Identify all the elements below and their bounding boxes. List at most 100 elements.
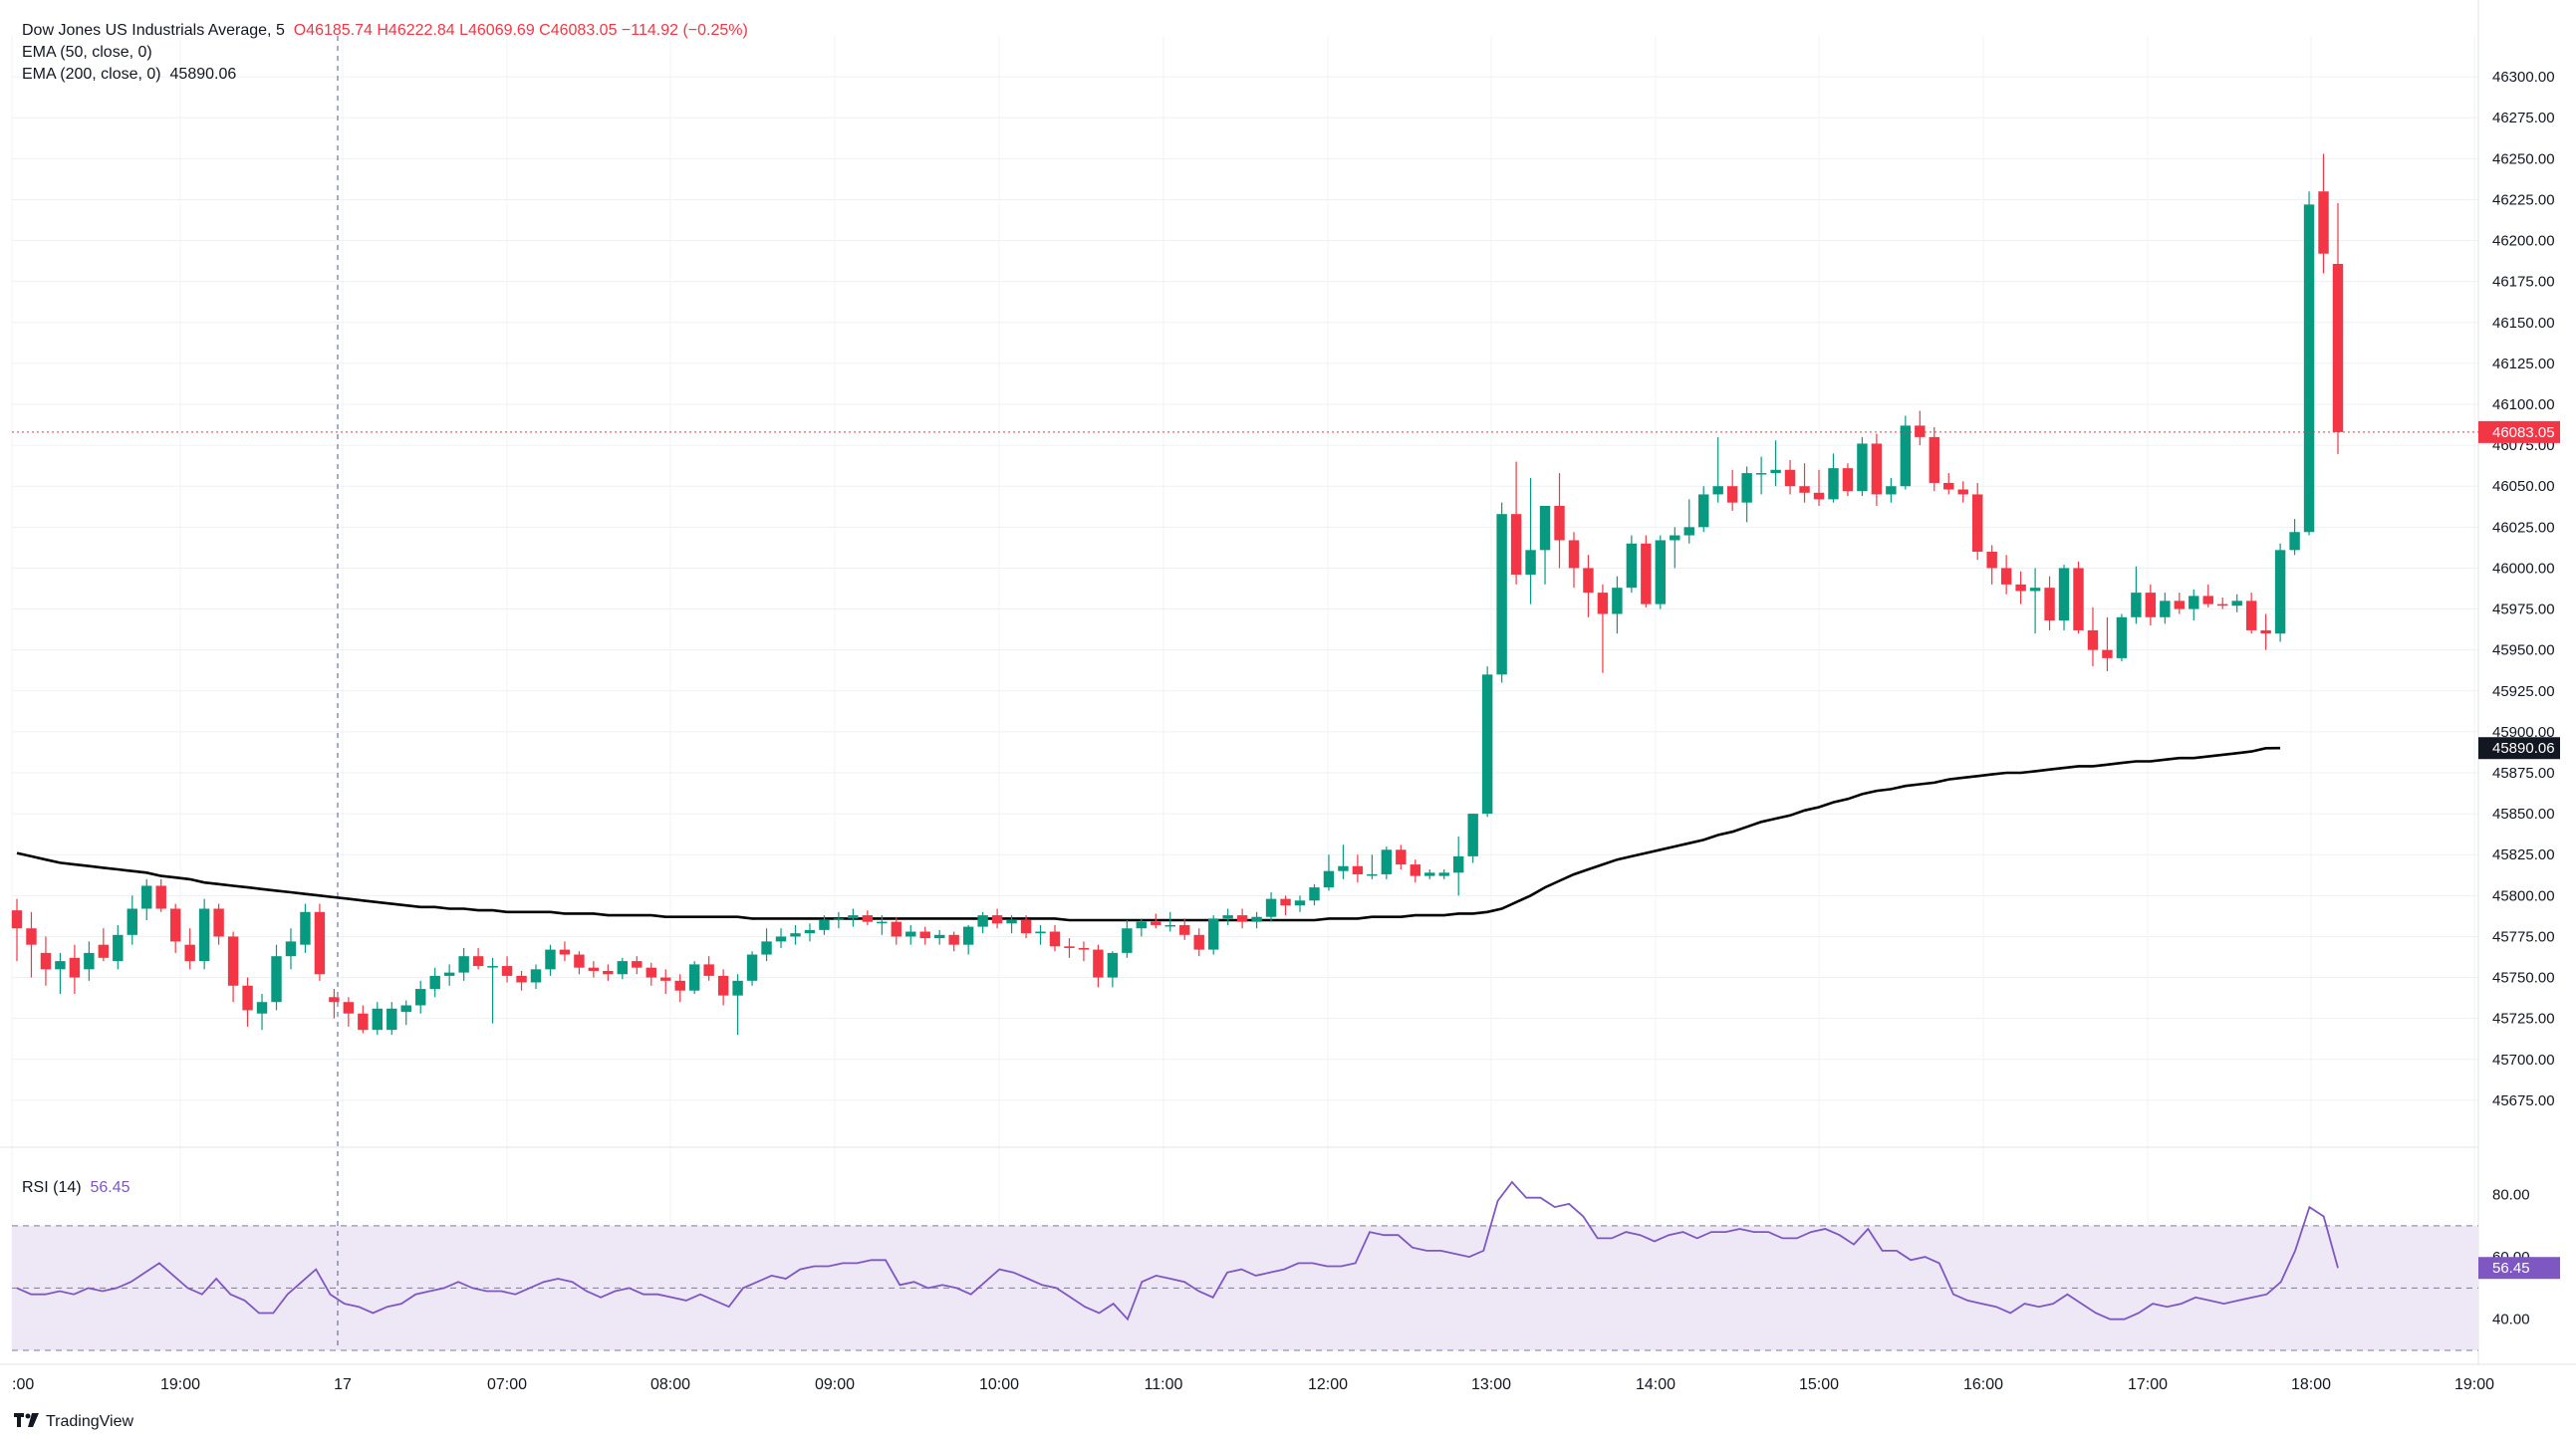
y-tick-label: 45875.00: [2492, 765, 2555, 782]
candle-body: [790, 933, 801, 937]
x-tick-label: 19:00: [2454, 1376, 2494, 1393]
candle-body: [1971, 494, 1983, 552]
candle-body: [227, 936, 239, 986]
ema200-badge: [2478, 737, 2560, 760]
candle-body: [55, 961, 66, 970]
candle-body: [1813, 492, 1825, 500]
rsi-value: 56.45: [90, 1179, 130, 1196]
candle-body: [746, 954, 758, 981]
candle-body: [2202, 596, 2213, 604]
candle-body: [674, 980, 685, 991]
candle-body: [1309, 887, 1320, 901]
x-tick-label: 10:00: [979, 1376, 1019, 1393]
candle-body: [617, 961, 629, 975]
candle-body: [603, 970, 614, 975]
x-tick-label: 11:00: [1145, 1376, 1183, 1393]
candle-body: [1481, 674, 1493, 815]
candle-body: [429, 975, 440, 990]
candle-body: [2174, 601, 2186, 609]
candle-body: [717, 975, 729, 996]
candle-body: [1770, 469, 1781, 474]
candle-body: [574, 954, 585, 968]
candle-body: [98, 944, 110, 958]
tradingview-brand: TradingView: [46, 1413, 134, 1430]
candle-body: [1164, 924, 1175, 927]
candle-body: [1122, 928, 1133, 953]
candle-body: [1554, 505, 1565, 541]
candle-body: [1452, 855, 1464, 873]
candle-body: [1871, 443, 1883, 495]
candle-body: [1784, 469, 1796, 487]
rsi-label: RSI (14): [22, 1179, 82, 1196]
candle-body: [2087, 629, 2099, 650]
ema200-series: [16, 746, 2281, 922]
x-tick-label: 08:00: [650, 1376, 690, 1393]
candle-body: [848, 915, 859, 919]
candle-body: [775, 936, 787, 942]
candle-body: [400, 1005, 411, 1013]
y-tick-label: 45950.00: [2492, 642, 2555, 659]
candle-body: [1151, 921, 1161, 925]
candle-body: [1583, 568, 1594, 594]
candle-body: [2260, 629, 2271, 634]
candle-body: [2102, 649, 2113, 658]
candle-body: [862, 915, 874, 922]
rsi-tick-label: 80.00: [2492, 1187, 2530, 1204]
symbol-title[interactable]: Dow Jones US Industrials Average, 5: [22, 22, 285, 39]
y-tick-label: 46125.00: [2492, 356, 2555, 372]
candle-body: [1857, 443, 1868, 492]
candle-body: [256, 1002, 268, 1014]
candle-body: [2245, 601, 2257, 630]
price-grid: [0, 0, 2576, 1365]
candle-body: [2318, 191, 2329, 254]
candle-body: [977, 915, 988, 927]
candle-body: [1670, 535, 1680, 541]
rsi-panel: [0, 1146, 2478, 1351]
time-axis[interactable]: :00 19:00 17 07:00 08:00 09:00 10:00 11:00 12:00…: [12, 1376, 2494, 1393]
y-tick-label: 46100.00: [2492, 396, 2555, 413]
candle-body: [2116, 616, 2128, 658]
y-tick-label: 45975.00: [2492, 601, 2555, 618]
tradingview-logo-icon: [14, 1412, 40, 1432]
candle-body: [1381, 849, 1393, 874]
candle-body: [833, 918, 845, 920]
candle-body: [1006, 920, 1017, 924]
tradingview-logo[interactable]: TradingView: [14, 1412, 133, 1432]
rsi-last-badge-label: 56.45: [2492, 1260, 2530, 1277]
ema200-row[interactable]: EMA (200, close, 0) 45890.06: [22, 64, 748, 86]
candle-body: [1424, 872, 1435, 876]
candle-body: [2000, 568, 2012, 585]
candle-body: [242, 985, 253, 1011]
candle-body: [26, 928, 37, 945]
candle-body: [1943, 482, 1954, 490]
candle-body: [1367, 873, 1378, 876]
rsi-tick-label: 40.00: [2492, 1312, 2530, 1328]
last-price-badge-label: 46083.05: [2492, 424, 2555, 441]
candle-body: [1179, 924, 1190, 935]
candle-body: [1698, 494, 1709, 528]
ema50-row[interactable]: EMA (50, close, 0): [22, 42, 748, 64]
ohlc-values: O46185.74 H46222.84 L46069.69 C46083.05 …: [293, 22, 748, 39]
candle-body: [1886, 486, 1897, 495]
price-axis[interactable]: 46300.00 46275.00 46250.00 46225.00 46200.00…: [2478, 69, 2560, 1109]
x-tick-label: 19:00: [160, 1376, 200, 1393]
candle-body: [1986, 552, 1997, 569]
candle-body: [1842, 468, 1854, 492]
ema200-value: 45890.06: [169, 66, 237, 83]
candle-body: [1929, 436, 1939, 483]
candle-body: [1712, 486, 1723, 495]
candle-body: [1280, 898, 1291, 906]
y-tick-label: 46225.00: [2492, 191, 2555, 208]
candle-body: [1655, 540, 1667, 604]
candle-body: [1093, 949, 1104, 978]
candle-body: [2289, 532, 2300, 551]
rsi-legend[interactable]: RSI (14) 56.45: [22, 1179, 130, 1197]
candle-body: [2058, 568, 2070, 621]
candle-body: [2015, 584, 2026, 592]
candle-body: [443, 972, 455, 976]
candle-body: [1597, 593, 1609, 614]
x-tick-label: 13:00: [1471, 1376, 1511, 1393]
y-tick-label: 46175.00: [2492, 274, 2555, 291]
